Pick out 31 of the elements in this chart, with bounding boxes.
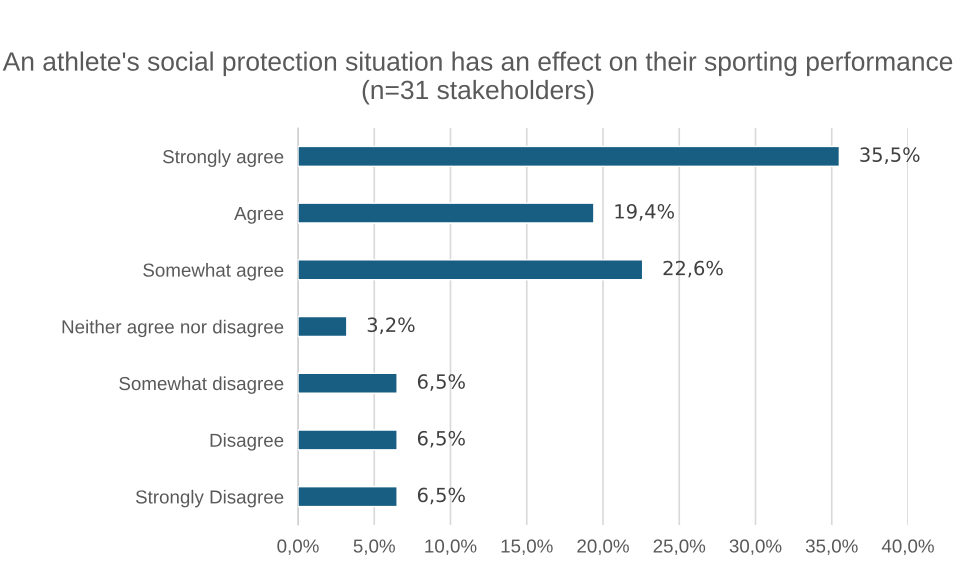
- x-tick-label: 20,0%: [577, 539, 629, 555]
- bar: [298, 372, 398, 394]
- data-label: 35,5%: [860, 147, 920, 164]
- x-tick-label: 5,0%: [354, 539, 395, 555]
- x-tick-label: 10,0%: [425, 539, 476, 555]
- bar: [298, 316, 348, 338]
- x-tick-label: 15,0%: [502, 539, 553, 555]
- bar: [298, 202, 595, 224]
- data-label: 6,5%: [418, 374, 465, 391]
- y-tick-label: Agree: [234, 206, 284, 224]
- y-tick-label: Strongly agree: [163, 150, 284, 168]
- x-tick-label: 40,0%: [882, 539, 934, 555]
- bar: [298, 259, 644, 280]
- y-tick-label: Disagree: [210, 433, 284, 451]
- bar: [298, 146, 840, 167]
- chart-title: An athlete's social protection situation has an effect on their sporting performance (n=31 stakeholders): [2, 51, 952, 104]
- y-tick-label: Neither agree nor disagree: [62, 320, 284, 338]
- x-tick-label: 0,0%: [277, 539, 319, 555]
- data-label: 3,2%: [368, 317, 415, 334]
- y-tick-label: Strongly Disagree: [136, 490, 284, 508]
- bar: [298, 486, 398, 508]
- y-tick-label: Somewhat disagree: [119, 376, 284, 394]
- x-tick-label: 25,0%: [654, 539, 706, 555]
- data-label: 6,5%: [418, 488, 465, 504]
- x-tick-label: 35,0%: [806, 539, 858, 555]
- data-label: 6,5%: [418, 430, 465, 448]
- y-tick-label: Somewhat agree: [143, 262, 284, 280]
- data-label: 19,4%: [615, 204, 674, 221]
- data-label: 22,6%: [664, 260, 723, 278]
- bar: [298, 429, 398, 451]
- x-tick-label: 30,0%: [730, 539, 782, 555]
